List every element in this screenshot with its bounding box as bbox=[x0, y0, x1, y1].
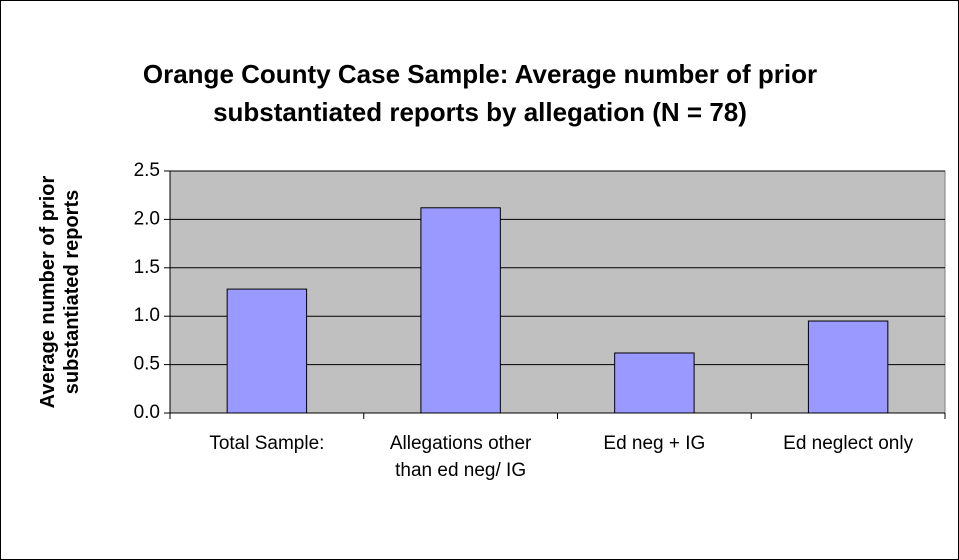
y-tick-label: 1.0 bbox=[134, 305, 160, 326]
bar bbox=[807, 320, 889, 414]
x-tick-label: Total Sample: bbox=[209, 433, 325, 454]
y-axis-label: Average number of prior substantiated re… bbox=[37, 175, 83, 409]
y-tick-label: 2.0 bbox=[134, 208, 160, 229]
y-tick-label: 1.5 bbox=[134, 257, 160, 278]
bar bbox=[420, 207, 501, 414]
x-tick-label: Ed neglect only bbox=[783, 433, 914, 454]
chart-title: Orange County Case Sample: Average numbe… bbox=[142, 59, 818, 127]
bar bbox=[226, 288, 308, 414]
y-tick-label: 0.0 bbox=[134, 402, 160, 423]
y-tick-label: 0.5 bbox=[134, 354, 160, 375]
y-tick-label: 2.5 bbox=[134, 160, 160, 181]
bar bbox=[614, 352, 695, 414]
x-tick-label: Ed neg + IG bbox=[603, 433, 706, 454]
x-tick-label: Allegations other than ed neg/ IG bbox=[389, 433, 532, 481]
